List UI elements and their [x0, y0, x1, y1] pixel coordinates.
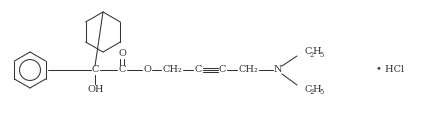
Text: H: H: [313, 84, 321, 94]
Text: O: O: [143, 66, 151, 75]
Text: C: C: [304, 84, 312, 94]
Text: • HCl: • HCl: [376, 66, 404, 75]
Text: H: H: [313, 47, 321, 57]
Text: C: C: [91, 66, 99, 75]
Text: C: C: [194, 66, 202, 75]
Text: 5: 5: [320, 51, 324, 59]
Text: C: C: [118, 66, 126, 75]
Text: 2: 2: [310, 88, 314, 96]
Text: C: C: [304, 47, 312, 57]
Text: OH: OH: [88, 86, 104, 95]
Text: O: O: [118, 50, 126, 58]
Text: CH₂: CH₂: [162, 66, 182, 75]
Text: 5: 5: [320, 88, 324, 96]
Text: 2: 2: [310, 51, 314, 59]
Text: C: C: [218, 66, 226, 75]
Text: CH₂: CH₂: [238, 66, 258, 75]
Text: N: N: [274, 66, 282, 75]
